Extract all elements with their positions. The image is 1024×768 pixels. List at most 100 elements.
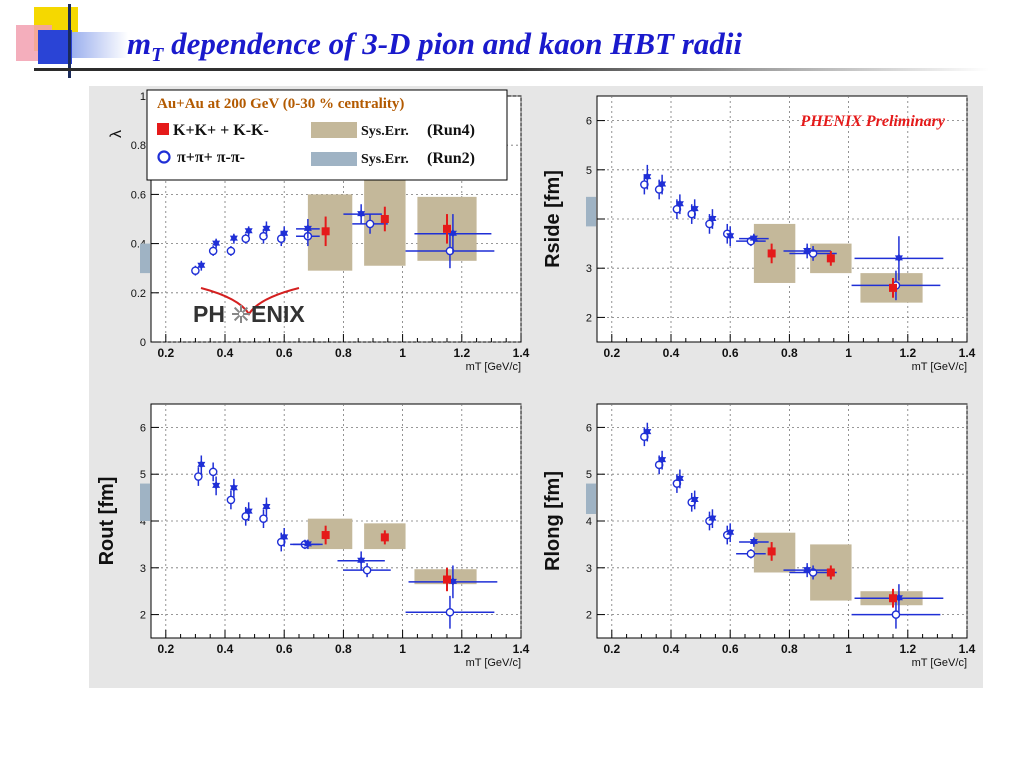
logo-star-ray	[241, 314, 249, 322]
phenix-preliminary-label: PHENIX Preliminary	[800, 113, 946, 130]
x-tick-label: 0.6	[722, 642, 739, 656]
pion-run4-marker-star	[643, 427, 652, 435]
y-tick-label: 2	[140, 610, 146, 622]
pion-run4-marker-star	[280, 532, 289, 540]
y-tick-label: 6	[140, 422, 146, 434]
run2-syserr-band	[586, 196, 596, 227]
chart-rlong: 0.2 0.4 0.6 0.8 1 1.2 1.4 2 3 4 5 6 mT [GeV/c] Rlong …	[542, 403, 976, 669]
x-tick-label: 1.2	[453, 346, 470, 360]
pion-run4-marker-star	[229, 483, 238, 491]
pion-run4-marker-star	[749, 537, 758, 545]
kaon-marker	[767, 547, 776, 556]
x-tick-label: 0.6	[722, 346, 739, 360]
pion-run2-marker	[365, 219, 375, 229]
pion-run4-marker-star	[357, 209, 366, 217]
kaon-syserr-box	[307, 194, 353, 271]
legend-pion-run2-marker	[157, 150, 171, 164]
y-tick-label: 6	[586, 422, 592, 434]
pion-run2-marker	[226, 495, 236, 505]
x-tick-label: 0.8	[781, 642, 798, 656]
pion-run4-marker-star	[262, 501, 271, 509]
x-axis-label: mT [GeV/c]	[912, 361, 967, 373]
pion-run4-marker-star	[244, 226, 253, 234]
pion-run2-marker	[362, 565, 372, 575]
legend: Au+Au at 200 GeV (0-30 % centrality) K+K+…	[146, 89, 508, 181]
x-tick-label: 1.2	[899, 642, 916, 656]
pion-run4-marker-star	[303, 223, 312, 231]
x-tick-label: 0.2	[157, 642, 174, 656]
x-tick-label: 0.2	[157, 346, 174, 360]
kaon-marker	[321, 531, 330, 540]
x-tick-label: 1	[399, 346, 406, 360]
legend-sys2: Sys.Err.	[361, 152, 409, 167]
y-tick-label: 3	[140, 563, 146, 575]
pion-run2-marker	[208, 246, 218, 256]
legend-kaon-label: K+K+ + K-K-	[173, 122, 269, 139]
logo-text-left: PH	[193, 301, 225, 327]
legend-sys4: Sys.Err.	[361, 124, 409, 139]
pion-run4-marker-star	[303, 539, 312, 547]
pion-run2-marker	[746, 549, 756, 559]
x-tick-label: 1.4	[513, 346, 530, 360]
title-decoration-gradient	[72, 32, 128, 58]
kaon-marker	[767, 249, 776, 258]
pion-run2-marker	[226, 246, 236, 256]
x-tick-label: 1.4	[959, 642, 976, 656]
x-tick-label: 0.4	[663, 346, 680, 360]
kaon-marker	[380, 215, 389, 223]
x-tick-label: 0.6	[276, 346, 293, 360]
legend-run2: (Run2)	[427, 150, 475, 167]
run2-syserr-band	[586, 483, 596, 514]
figure-panel: 0.2 0.4 0.6 0.8 1 1.2 1.4 0 0.2 0.4 0.6 0.8 1 mT [GeV…	[89, 86, 983, 688]
pion-run2-marker	[208, 467, 218, 477]
y-tick-label: 3	[586, 263, 592, 275]
pion-run4-marker-star	[212, 480, 221, 488]
x-tick-label: 0.8	[335, 642, 352, 656]
y-tick-label: 0.2	[131, 288, 146, 300]
x-tick-label: 1	[845, 642, 852, 656]
x-tick-label: 0.2	[603, 346, 620, 360]
logo-star-ray	[233, 306, 241, 314]
phenix-logo: PH ENIX	[193, 287, 305, 327]
x-tick-label: 1.2	[899, 346, 916, 360]
y-tick-label: 0.6	[131, 189, 146, 201]
x-tick-label: 0.4	[217, 642, 234, 656]
pion-run2-marker	[445, 607, 455, 617]
x-axis-label: mT [GeV/c]	[912, 657, 967, 669]
pion-run2-marker	[194, 472, 203, 481]
x-tick-label: 1	[845, 346, 852, 360]
y-tick-label: 0.8	[131, 140, 146, 152]
pion-run4-marker-star	[262, 223, 271, 231]
legend-title: Au+Au at 200 GeV (0-30 % centrality)	[157, 96, 404, 112]
title-decoration-blue	[38, 30, 72, 64]
x-axis-label: mT [GeV/c]	[466, 657, 521, 669]
hbt-radii-figure: 0.2 0.4 0.6 0.8 1 1.2 1.4 0 0.2 0.4 0.6 0.8 1 mT [GeV…	[96, 89, 976, 669]
y-tick-label: 5	[586, 165, 592, 177]
pion-run4-marker-star	[280, 228, 289, 236]
pion-run4-marker-star	[244, 506, 253, 514]
pion-run4-marker-star	[675, 473, 684, 481]
x-tick-label: 0.2	[603, 642, 620, 656]
logo-star-icon	[232, 305, 250, 323]
slide-title: mT dependence of 3-D pion and kaon HBT r…	[127, 26, 743, 67]
pion-run4-marker-star	[749, 233, 758, 241]
pion-run4-marker-star	[448, 228, 457, 236]
kaon-marker	[889, 283, 897, 292]
title-underline	[34, 68, 989, 71]
y-tick-label: 4	[140, 516, 146, 528]
y-axis-label: Rside [fm]	[542, 170, 564, 268]
pion-run4-marker-star	[708, 513, 717, 521]
y-tick-label: 2	[586, 610, 592, 622]
kaon-marker	[321, 227, 330, 236]
x-tick-label: 1.4	[513, 642, 530, 656]
y-tick-label: 4	[586, 516, 592, 528]
legend-kaon-marker	[157, 123, 169, 135]
x-tick-label: 1	[399, 642, 406, 656]
x-tick-label: 1.4	[959, 346, 976, 360]
y-tick-label: 6	[586, 116, 592, 128]
x-tick-label: 1.2	[453, 642, 470, 656]
x-tick-label: 0.8	[335, 346, 352, 360]
run2-syserr-band	[140, 483, 150, 521]
logo-text-right: ENIX	[251, 301, 305, 327]
pion-run4-marker-star	[212, 238, 221, 246]
